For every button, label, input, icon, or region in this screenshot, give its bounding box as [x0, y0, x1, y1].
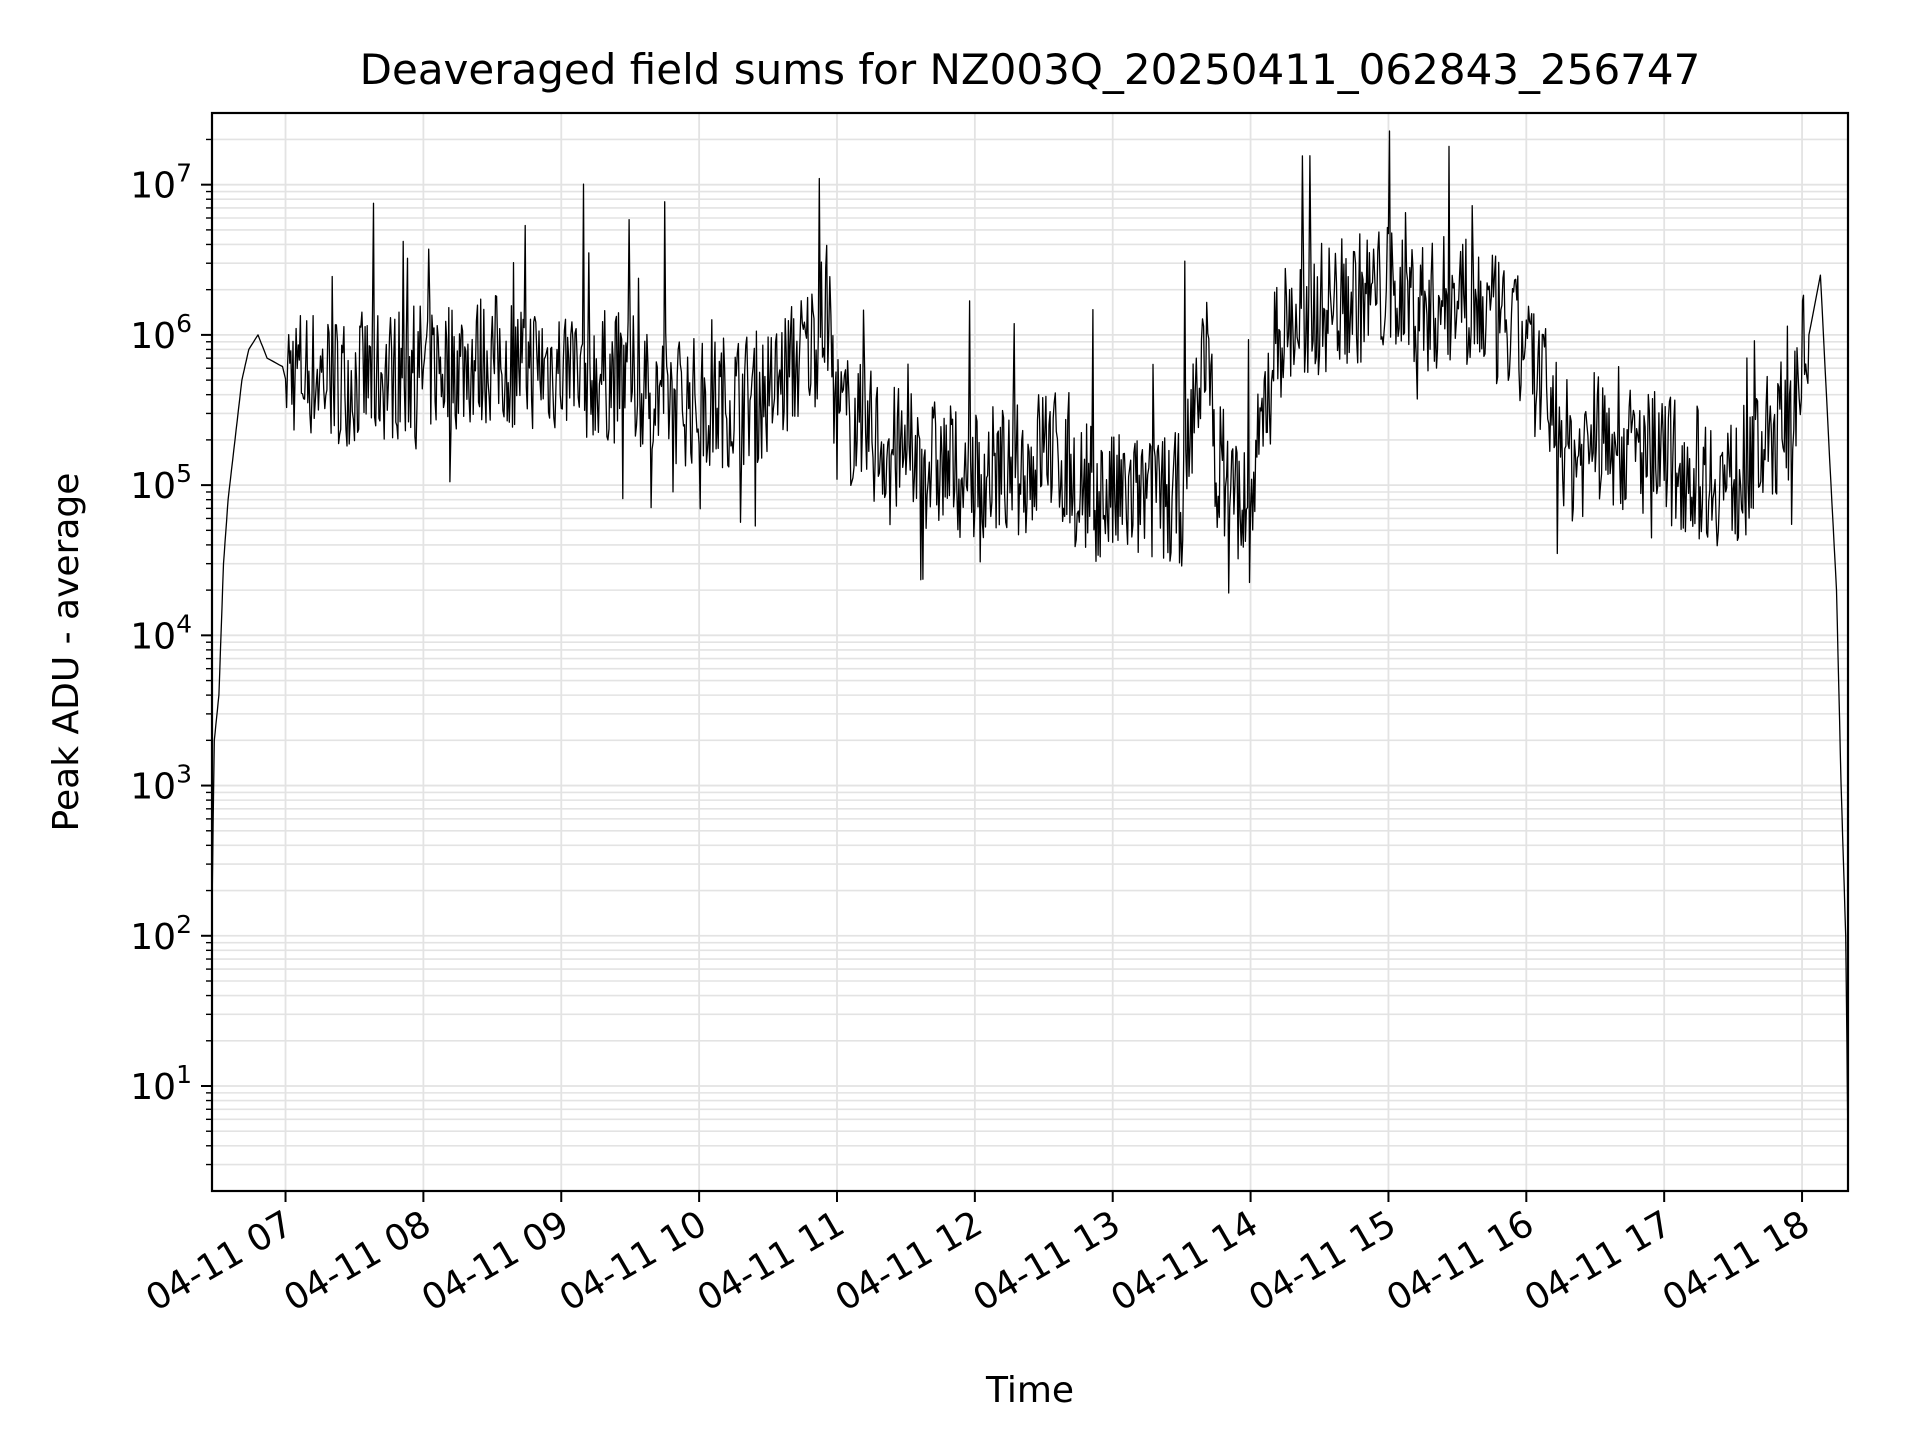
data-point [560, 367, 562, 369]
data-point [1319, 307, 1321, 309]
y-tick-label: 104 [130, 609, 192, 657]
x-tick-label: 04-11 07 [139, 1203, 300, 1319]
x-tick-label: 04-11 11 [691, 1203, 852, 1319]
x-tick-label: 04-11 13 [967, 1203, 1128, 1319]
x-tick-label: 04-11 15 [1242, 1203, 1403, 1319]
data-point [813, 341, 815, 343]
data-point [222, 563, 224, 565]
data-point [1250, 517, 1252, 519]
y-tick-label: 101 [130, 1060, 192, 1108]
data-point [1790, 412, 1792, 414]
data-point [1819, 274, 1821, 276]
data-point [241, 379, 243, 381]
data-point [257, 334, 259, 336]
grid-layer [212, 113, 1848, 1191]
series-line [211, 130, 1849, 1146]
x-tick-label: 04-11 12 [829, 1203, 990, 1319]
data-point [664, 394, 666, 396]
data-point [266, 357, 268, 359]
x-tick-label: 04-11 09 [415, 1203, 576, 1319]
data-point [248, 348, 250, 350]
data-point [1077, 484, 1079, 486]
data-point [1836, 589, 1838, 591]
data-point [234, 439, 236, 441]
data-point [905, 458, 907, 460]
data-point [1840, 785, 1842, 787]
data-point [1571, 458, 1573, 460]
data-point [353, 379, 355, 381]
x-axis-label: Time [985, 1370, 1074, 1411]
data-point [213, 739, 215, 741]
y-tick-label: 107 [130, 159, 192, 207]
plot-frame [210, 111, 1850, 1193]
data-point [285, 367, 287, 369]
x-tick-label: 04-11 18 [1656, 1203, 1817, 1319]
data-point [227, 499, 229, 501]
data-point [1031, 467, 1033, 469]
y-axis-label: Peak ADU - average [46, 473, 87, 832]
y-tick-label: 102 [130, 910, 192, 958]
x-tick-label: 04-11 08 [277, 1203, 438, 1319]
data-point [974, 472, 976, 474]
data-point [1456, 289, 1458, 291]
data-point [1215, 458, 1217, 460]
chart-title: Deaveraged field sums for NZ003Q_2025041… [360, 45, 1701, 94]
data-point [1829, 458, 1831, 460]
data-point [1663, 458, 1665, 460]
x-tick-label: 04-11 10 [553, 1203, 714, 1319]
data-point [698, 402, 700, 404]
data-point [491, 357, 493, 359]
x-tick-label: 04-11 17 [1518, 1203, 1679, 1319]
x-tick-label: 04-11 16 [1380, 1203, 1541, 1319]
data-point [1387, 289, 1389, 291]
data-point [1845, 935, 1847, 937]
data-point [218, 694, 220, 696]
data-point [1732, 484, 1734, 486]
data-point [1181, 499, 1183, 501]
data-point [1525, 348, 1527, 350]
data-point [629, 379, 631, 381]
y-tick-label: 103 [130, 760, 192, 808]
data-point [422, 367, 424, 369]
data-point [1594, 439, 1596, 441]
data-point [827, 307, 829, 309]
data-point [767, 394, 769, 396]
line-layer [211, 130, 1849, 1146]
data-point [1433, 307, 1435, 309]
data-point [1043, 439, 1045, 441]
y-tick-label: 105 [130, 459, 192, 507]
data-point [1112, 499, 1114, 501]
data-point [836, 412, 838, 414]
x-tick-label: 04-11 14 [1104, 1203, 1265, 1319]
data-point [1204, 334, 1206, 336]
data-point [1808, 334, 1810, 336]
y-tick-label: 106 [130, 309, 192, 357]
data-point [1273, 334, 1275, 336]
